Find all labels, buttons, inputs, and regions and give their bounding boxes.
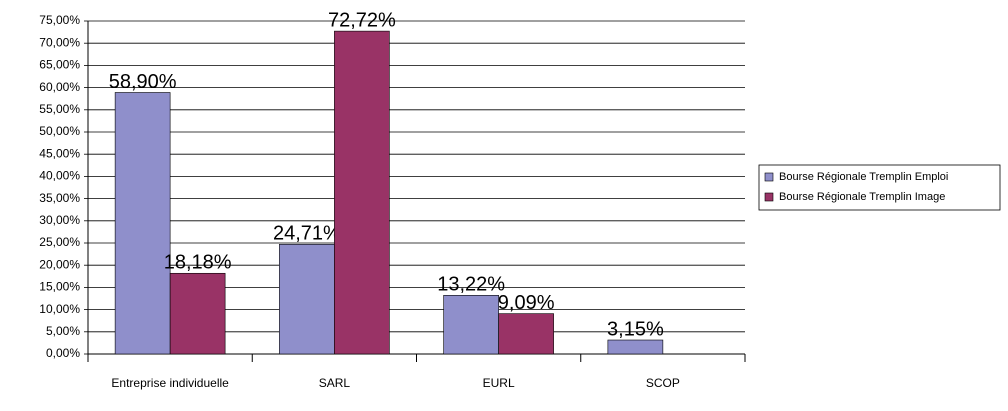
value-label: 13,22% <box>437 274 505 296</box>
y-tick-label: 30,00% <box>39 213 80 227</box>
legend-label: Bourse Régionale Tremplin Emploi <box>779 171 948 183</box>
y-tick-label: 45,00% <box>39 146 80 160</box>
y-tick-label: 40,00% <box>39 169 80 183</box>
value-label: 72,72% <box>328 9 396 31</box>
bar <box>607 339 664 355</box>
y-tick-label: 50,00% <box>39 124 80 138</box>
bar <box>114 92 171 355</box>
legend-label: Bourse Régionale Tremplin Image <box>779 191 945 203</box>
value-label: 58,90% <box>109 71 177 93</box>
y-tick-label: 70,00% <box>39 35 80 49</box>
x-tick-label: SCOP <box>645 376 680 390</box>
y-tick-label: 25,00% <box>39 235 80 249</box>
x-tick-label: SARL <box>318 376 351 390</box>
bar <box>279 243 335 355</box>
bar <box>334 30 390 355</box>
value-label: 9,09% <box>498 292 555 314</box>
y-tick-label: 65,00% <box>39 58 80 72</box>
value-label: 18,18% <box>164 252 232 274</box>
y-tick-label: 55,00% <box>39 102 80 116</box>
legend-swatch <box>764 172 774 182</box>
y-tick-label: 20,00% <box>39 257 80 271</box>
bar <box>498 313 554 355</box>
legend-box <box>758 164 1001 211</box>
y-tick-label: 60,00% <box>39 80 80 94</box>
bar <box>443 295 499 355</box>
value-label: 24,71% <box>273 223 341 245</box>
y-tick-label: 75,00% <box>39 13 80 27</box>
bar <box>169 272 226 355</box>
y-tick-label: 5,00% <box>46 324 80 338</box>
x-tick-label: Entreprise individuelle <box>111 376 229 390</box>
y-tick-label: 10,00% <box>39 302 80 316</box>
legend-swatch <box>764 192 774 202</box>
y-tick-label: 0,00% <box>46 346 80 360</box>
value-label: 3,15% <box>607 318 664 340</box>
y-tick-label: 15,00% <box>39 280 80 294</box>
y-tick-label: 35,00% <box>39 191 80 205</box>
x-tick-label: EURL <box>482 376 515 390</box>
